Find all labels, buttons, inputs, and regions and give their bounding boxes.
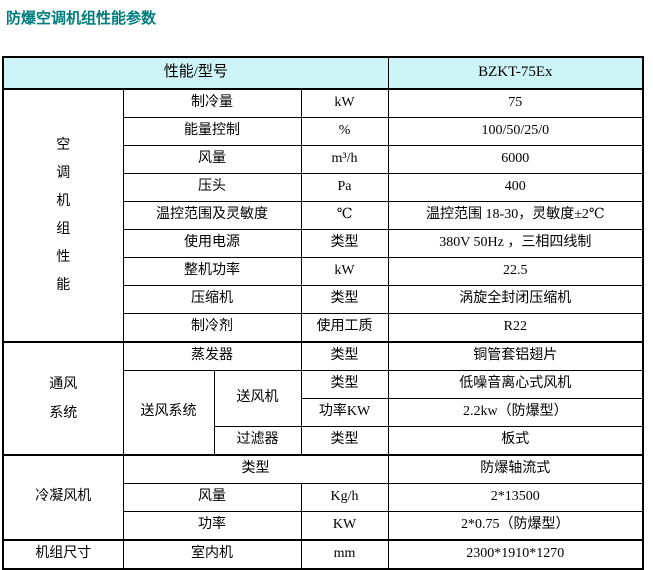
unit-cell: Pa — [300, 173, 389, 202]
section-condenser-fan: 冷凝风机 — [2, 454, 124, 541]
row-label: 风量 — [122, 483, 302, 512]
value-cell: 6000 — [387, 145, 644, 174]
row-label: 能量控制 — [122, 117, 302, 146]
table-row: 整机功率 kW 22.5 — [3, 257, 644, 286]
table-row: 压缩机 类型 涡旋全封闭压缩机 — [3, 285, 644, 314]
value-cell: 75 — [387, 88, 644, 118]
value-cell: 涡旋全封闭压缩机 — [387, 285, 644, 314]
section-ac-performance: 空调机组性能 — [2, 88, 124, 343]
table-row: 风量 Kg/h 2*13500 — [3, 483, 644, 512]
value-cell: 100/50/25/0 — [387, 117, 644, 146]
header-model-number: BZKT-75Ex — [387, 56, 644, 90]
unit-cell: KW — [300, 511, 389, 541]
table-row: 压头 Pa 400 — [3, 173, 644, 202]
section-label: 空调机组性能 — [56, 137, 71, 293]
value-cell: 380V 50Hz ，三相四线制 — [387, 229, 644, 258]
value-cell: 防爆轴流式 — [387, 454, 644, 484]
sub-filter: 过滤器 — [213, 426, 302, 456]
table-row: 温控范围及灵敏度 ℃ 温控范围 18-30，灵敏度±2℃ — [3, 201, 644, 230]
unit-cell: kW — [300, 257, 389, 286]
value-cell: 2300*1910*1270 — [387, 539, 644, 570]
row-label: 制冷剂 — [122, 313, 302, 343]
value-cell: 2*0.75（防爆型） — [387, 511, 644, 541]
section-label: 通风系统 — [49, 376, 78, 421]
unit-cell: 使用工质 — [300, 313, 389, 343]
unit-cell: % — [300, 117, 389, 146]
group-air-supply-system: 送风系统 — [122, 370, 215, 456]
sub-supply-fan: 送风机 — [213, 370, 302, 427]
row-label: 室内机 — [122, 539, 302, 570]
unit-cell: 功率KW — [300, 398, 389, 427]
section-unit-size: 机组尺寸 — [2, 539, 124, 570]
unit-cell: kW — [300, 88, 389, 118]
row-label: 温控范围及灵敏度 — [122, 201, 302, 230]
unit-cell: 类型 — [300, 370, 389, 399]
unit-cell: 类型 — [300, 426, 389, 456]
value-cell: 板式 — [387, 426, 644, 456]
row-label: 蒸发器 — [122, 341, 302, 371]
row-label: 使用电源 — [122, 229, 302, 258]
section-ventilation: 通风系统 — [2, 341, 124, 456]
header-performance-model: 性能/型号 — [2, 56, 389, 90]
unit-cell: 类型 — [300, 285, 389, 314]
table-row: 空调机组性能 制冷量 kW 75 — [2, 88, 644, 343]
row-label: 压头 — [122, 173, 302, 202]
value-cell: R22 — [387, 313, 644, 343]
value-cell: 温控范围 18-30，灵敏度±2℃ — [387, 201, 644, 230]
unit-cell: m³/h — [300, 145, 389, 174]
spec-table: 性能/型号 BZKT-75Ex 空调机组性能 制冷量 kW 75 能量控制 % … — [2, 56, 645, 570]
unit-cell: ℃ — [300, 201, 389, 230]
row-label: 功率 — [122, 511, 302, 541]
table-header-row: 性能/型号 BZKT-75Ex — [2, 56, 644, 90]
row-label: 压缩机 — [122, 285, 302, 314]
page-title: 防爆空调机组性能参数 — [6, 9, 157, 27]
row-label: 制冷量 — [122, 88, 302, 118]
table-row: 功率 KW 2*0.75（防爆型） — [3, 511, 644, 541]
row-label: 风量 — [122, 145, 302, 174]
table-row: 能量控制 % 100/50/25/0 — [3, 117, 644, 146]
unit-cell: 类型 — [300, 341, 389, 371]
table-row: 过滤器 类型 板式 — [3, 426, 644, 456]
table-row: 机组尺寸 室内机 mm 2300*1910*1270 — [2, 539, 644, 570]
value-cell: 2.2kw（防爆型） — [387, 398, 644, 427]
unit-cell: mm — [300, 539, 389, 570]
table-row: 制冷剂 使用工质 R22 — [3, 313, 644, 343]
value-cell: 铜管套铝翅片 — [387, 341, 644, 371]
table-row: 功率KW 2.2kw（防爆型） — [3, 398, 644, 427]
value-cell: 低噪音离心式风机 — [387, 370, 644, 399]
value-cell: 22.5 — [387, 257, 644, 286]
value-cell: 2*13500 — [387, 483, 644, 512]
row-label: 类型 — [122, 454, 389, 484]
row-label: 整机功率 — [122, 257, 302, 286]
table-row: 冷凝风机 类型 防爆轴流式 — [2, 454, 644, 541]
table-row: 通风系统 蒸发器 类型 铜管套铝翅片 — [2, 341, 644, 456]
unit-cell: 类型 — [300, 229, 389, 258]
unit-cell: Kg/h — [300, 483, 389, 512]
value-cell: 400 — [387, 173, 644, 202]
